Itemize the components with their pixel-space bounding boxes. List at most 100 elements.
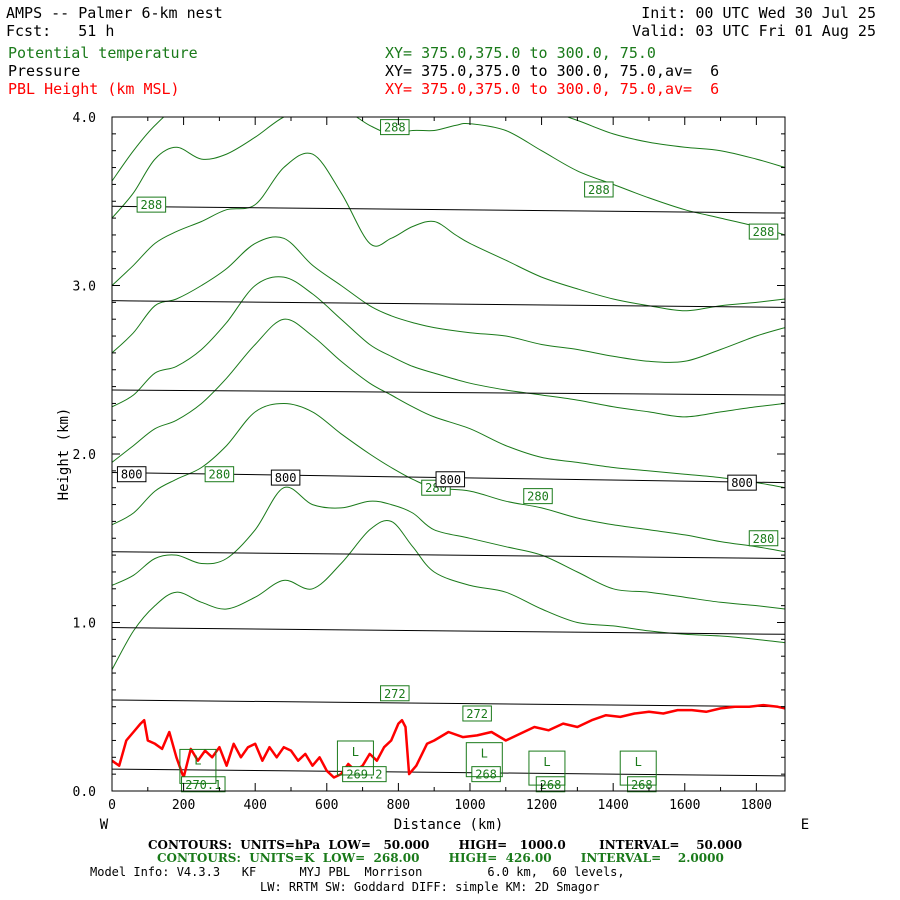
- pressure-label-1: 800: [270, 469, 301, 486]
- pbl-height-trace: [112, 703, 785, 779]
- low-center-1: L: [352, 745, 359, 759]
- pressure-label-0-text: 800: [121, 468, 143, 482]
- theta-label-0-box: [380, 119, 410, 136]
- theta-label-4-box: [204, 466, 235, 483]
- pressure-label-3-text: 800: [731, 476, 753, 490]
- y-tick-label-2: 2.0: [73, 448, 96, 463]
- pressure-label-0-box: [116, 466, 147, 483]
- theta-contour-2: [112, 402, 785, 553]
- theta-label-13: 268: [535, 776, 566, 793]
- low-center-box-1: [336, 740, 374, 776]
- theta-contour-7: [112, 117, 785, 236]
- x-tick-label-1: 200: [172, 798, 195, 813]
- field-theta-name: Potential temperature: [8, 44, 198, 62]
- low-center-0: L: [194, 753, 201, 767]
- x-tick-label-5: 1000: [454, 798, 485, 813]
- x-end-label-east: E: [801, 817, 809, 833]
- plot-frame: [111, 116, 786, 792]
- theta-label-11-box: [342, 766, 387, 783]
- theta-label-14: 268: [627, 776, 657, 793]
- theta-label-3-box: [748, 223, 779, 240]
- theta-label-10-text: 270.1: [185, 778, 221, 792]
- theta-label-6-text: 280: [527, 490, 549, 504]
- theta-contour-4: [112, 276, 785, 418]
- x-tick-label-2: 400: [243, 798, 266, 813]
- x-tick-label-6: 1200: [526, 798, 557, 813]
- theta-contour-1: [112, 486, 785, 610]
- x-tick-label-0: 0: [108, 798, 116, 813]
- pressure-label-3: 800: [727, 474, 757, 491]
- low-center-box-0: [179, 748, 217, 784]
- pressure-contour-5: [112, 389, 785, 396]
- theta-label-0-text: 288: [384, 121, 406, 135]
- pressure-contour-6: [112, 300, 785, 308]
- theta-label-2: 288: [584, 181, 614, 198]
- pressure-label-0: 800: [116, 466, 147, 483]
- footer-physics: LW: RRTM SW: Goddard DIFF: simple KM: 2D…: [260, 880, 600, 894]
- x-tick-label-3: 600: [315, 798, 338, 813]
- y-axis-label: Height (km): [56, 408, 72, 501]
- pressure-label-2: 800: [435, 471, 466, 488]
- theta-label-1-text: 288: [141, 198, 163, 212]
- theta-label-2-box: [584, 181, 614, 198]
- pressure-label-2-text: 800: [439, 473, 461, 487]
- pressure-contour-2: [112, 627, 785, 635]
- pressure-contour-1: [112, 699, 785, 708]
- footer-theta-contours: CONTOURS: UNITS=K LOW= 268.00 HIGH= 426.…: [157, 851, 724, 865]
- footer-model-info: Model Info: V4.3.3 KF MYJ PBL Morrison 6…: [90, 865, 625, 879]
- theta-label-1-box: [136, 196, 167, 213]
- model-title: AMPS -- Palmer 6-km nest: [6, 4, 223, 22]
- valid-time: Valid: 03 UTC Fri 01 Aug 25: [632, 22, 876, 40]
- theta-label-7-box: [748, 530, 779, 547]
- field-pbl-name: PBL Height (km MSL): [8, 80, 180, 98]
- theta-label-8-text: 272: [384, 687, 406, 701]
- theta-contour-0: [112, 520, 785, 670]
- field-pressure-name: Pressure: [8, 62, 81, 80]
- theta-label-3-text: 288: [753, 225, 775, 239]
- low-center-box-2: [465, 742, 503, 778]
- x-end-label-west: W: [100, 817, 109, 833]
- theta-label-10: 270.1: [181, 776, 226, 793]
- plot-axes: 0 200 400 600 800 1000 1200 1400 1600 1800 0.0 1.0 2…: [56, 111, 809, 833]
- theta-label-7-text: 280: [753, 532, 775, 546]
- field-pressure-xy: XY= 375.0,375.0 to 300.0, 75.0,av= 6: [385, 62, 720, 80]
- pressure-label-1-text: 800: [275, 471, 297, 485]
- theta-label-2-text: 288: [588, 183, 610, 197]
- y-tick-label-1: 1.0: [73, 617, 96, 632]
- theta-label-6-box: [523, 488, 553, 505]
- init-time: Init: 00 UTC Wed 30 Jul 25: [641, 4, 876, 22]
- low-center-2: L: [481, 747, 488, 761]
- theta-contour-8: [112, 117, 785, 182]
- potential-temperature-contours: [112, 117, 785, 670]
- theta-contour-6: [112, 152, 785, 312]
- theta-label-4-text: 280: [209, 468, 231, 482]
- pressure-contour-7: [112, 205, 785, 214]
- theta-label-6: 280: [523, 488, 553, 505]
- contour-labels: 288288288288280280280280272272270.1269.2…: [116, 119, 779, 793]
- theta-label-12: 268: [471, 766, 501, 783]
- x-tick-label-7: 1400: [598, 798, 629, 813]
- x-tick-label-8: 1600: [669, 798, 700, 813]
- low-center-3: L: [543, 755, 550, 769]
- field-theta-xy: XY= 375.0,375.0 to 300.0, 75.0: [385, 44, 656, 62]
- x-tick-label-4: 800: [387, 798, 410, 813]
- pressure-label-2-box: [435, 471, 466, 488]
- pressure-label-3-box: [727, 474, 757, 491]
- x-axis-label: Distance (km): [394, 817, 504, 833]
- theta-label-1: 288: [136, 196, 167, 213]
- pressure-contour-3: [112, 551, 785, 559]
- low-center-4: L: [635, 755, 642, 769]
- theta-label-11: 269.2: [342, 766, 387, 783]
- pbl-height-line: [112, 703, 785, 779]
- pressure-contour-0: [112, 768, 785, 777]
- theta-label-8: 272: [380, 685, 410, 702]
- theta-label-0: 288: [380, 119, 410, 136]
- forecast-hour: Fcst: 51 h: [6, 22, 115, 40]
- footer-pressure-contours: CONTOURS: UNITS=hPa LOW= 50.000 HIGH= 10…: [148, 838, 743, 852]
- theta-label-12-box: [471, 766, 501, 783]
- theta-label-9-box: [462, 705, 492, 722]
- theta-contour-5: [112, 236, 785, 363]
- low-center-box-3: [528, 750, 566, 786]
- theta-label-8-box: [380, 685, 410, 702]
